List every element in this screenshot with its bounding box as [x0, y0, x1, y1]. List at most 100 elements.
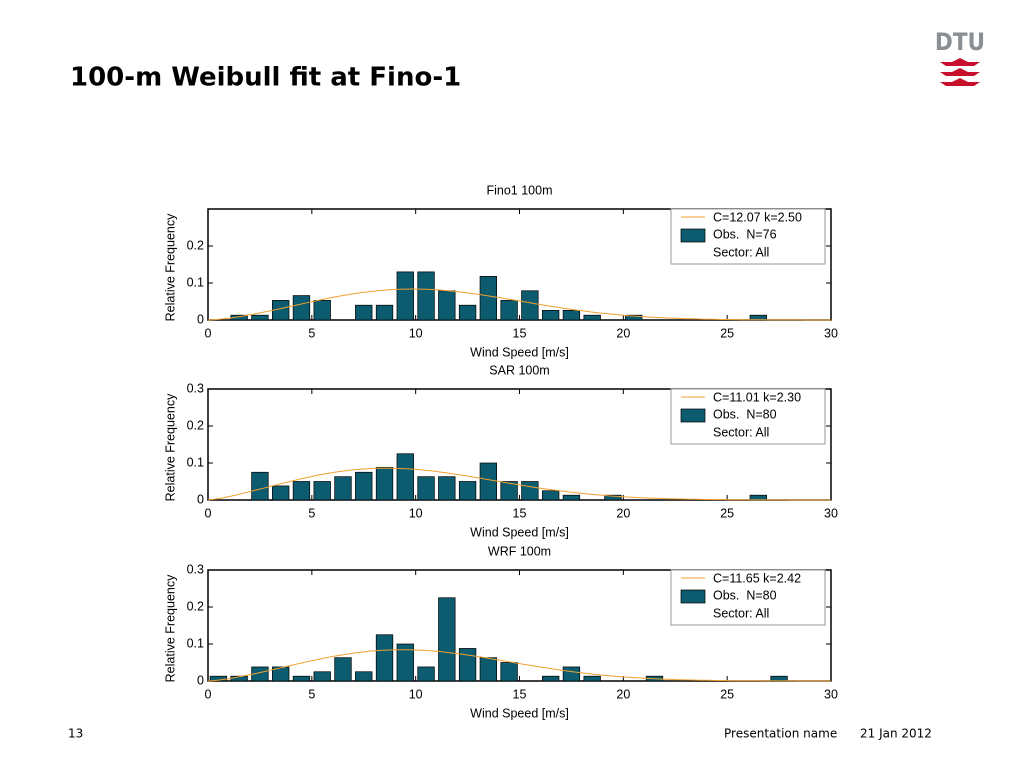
bar: [272, 485, 290, 501]
legend-bar-swatch: [680, 228, 706, 243]
bar: [396, 643, 414, 682]
bar: [749, 314, 767, 321]
bar: [251, 314, 269, 321]
legend-bar-swatch: [680, 589, 706, 604]
bar: [562, 310, 581, 321]
bar: [313, 300, 331, 321]
chart-title: WRF 100m: [488, 544, 551, 558]
bar: [396, 271, 414, 321]
bar: [313, 481, 331, 501]
bar: [292, 481, 311, 501]
bar: [749, 494, 767, 501]
footer-date: 21 Jan 2012: [860, 727, 932, 741]
x-axis-label: Wind Speed [m/s]: [470, 525, 569, 539]
bar: [355, 671, 373, 682]
weibull-fit: [207, 288, 831, 321]
x-tick-label: 0: [205, 687, 212, 701]
bar: [251, 471, 269, 501]
x-tick-label: 20: [616, 687, 630, 701]
bar: [438, 597, 456, 682]
bar: [458, 481, 477, 501]
bar: [458, 648, 477, 682]
bar: [417, 271, 435, 321]
chart-title: SAR 100m: [489, 363, 549, 377]
legend-entry: Obs. N=76: [713, 227, 777, 241]
bar: [438, 290, 456, 321]
x-tick-label: 10: [409, 326, 423, 340]
bar: [292, 295, 311, 321]
x-tick-label: 30: [824, 326, 838, 340]
x-axis-label: Wind Speed [m/s]: [470, 345, 569, 359]
weibull-fit: [207, 649, 831, 682]
y-tick-label: 0.3: [187, 562, 204, 576]
chart-title: Fino1 100m: [486, 183, 552, 197]
legend-entry: C=11.65 k=2.42: [713, 571, 801, 585]
bar: [438, 476, 456, 501]
bar: [500, 662, 518, 682]
x-tick-label: 5: [308, 506, 315, 520]
bar: [272, 666, 290, 682]
bar: [479, 657, 498, 682]
y-axis-label: Relative Frequency: [163, 213, 177, 321]
x-axis-label: Wind Speed [m/s]: [470, 706, 569, 720]
x-tick-label: 10: [409, 506, 423, 520]
y-tick-label: 0.1: [187, 636, 204, 650]
x-tick-label: 20: [616, 326, 630, 340]
bar: [355, 471, 373, 501]
bar: [625, 314, 643, 321]
bar: [583, 314, 601, 321]
bar: [375, 634, 394, 682]
bar: [541, 310, 560, 321]
legend-bar-swatch: [680, 408, 706, 423]
footer-presentation: Presentation name: [724, 727, 837, 741]
legend-note: Sector: All: [713, 606, 769, 620]
bar: [521, 290, 539, 321]
bar: [583, 675, 601, 682]
bar: [355, 304, 373, 321]
bar: [417, 666, 435, 682]
x-tick-label: 5: [308, 687, 315, 701]
page-number: 13: [68, 727, 83, 741]
bar: [292, 675, 311, 682]
x-tick-label: 15: [513, 506, 527, 520]
y-tick-label: 0.2: [187, 418, 204, 432]
x-tick-label: 20: [616, 506, 630, 520]
bar: [458, 304, 477, 321]
bar: [541, 675, 560, 682]
bar: [479, 462, 498, 501]
x-tick-label: 25: [720, 506, 734, 520]
x-tick-label: 30: [824, 687, 838, 701]
x-tick-label: 10: [409, 687, 423, 701]
y-tick-label: 0.2: [187, 238, 204, 252]
legend-entry: C=12.07 k=2.50: [713, 210, 802, 224]
y-tick-label: 0.3: [187, 381, 204, 395]
x-tick-label: 5: [308, 326, 315, 340]
bar: [500, 481, 518, 501]
x-tick-label: 25: [720, 326, 734, 340]
bar: [521, 481, 539, 501]
logo-mark: [940, 58, 980, 86]
y-tick-label: 0: [197, 492, 204, 506]
y-tick-label: 0.1: [187, 455, 204, 469]
slide-title: 100-m Weibull fit at Fino-1: [70, 63, 461, 93]
legend-note: Sector: All: [713, 245, 769, 259]
bar: [562, 494, 581, 501]
legend-note: Sector: All: [713, 425, 769, 439]
x-tick-label: 30: [824, 506, 838, 520]
bar: [396, 453, 414, 501]
legend-entry: Obs. N=80: [713, 588, 777, 602]
x-tick-label: 15: [513, 687, 527, 701]
bar: [375, 467, 394, 501]
y-axis-label: Relative Frequency: [163, 574, 177, 682]
bar: [604, 494, 622, 501]
y-tick-label: 0.1: [187, 275, 204, 289]
legend-entry: Obs. N=80: [713, 407, 777, 421]
bar: [334, 476, 352, 501]
bar: [500, 300, 518, 321]
bar: [375, 304, 394, 321]
bar: [313, 671, 331, 682]
x-tick-label: 0: [205, 326, 212, 340]
y-tick-label: 0: [197, 673, 204, 687]
